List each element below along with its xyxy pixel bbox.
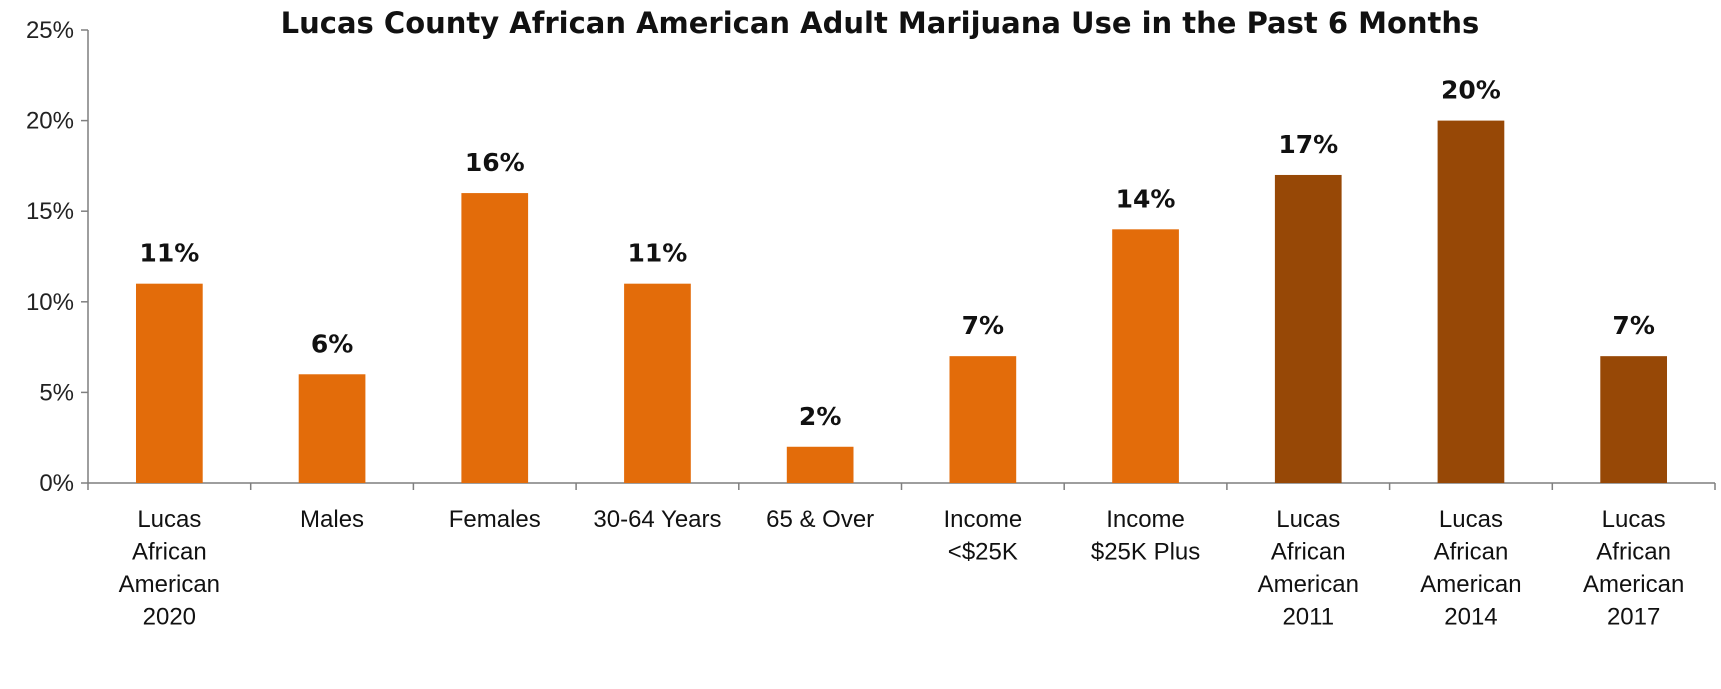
bar: [1600, 356, 1668, 483]
bars-group: [135, 120, 1668, 483]
x-tick-label: Females: [449, 506, 541, 533]
bar: [624, 283, 691, 483]
y-tick-label: 15%: [26, 198, 74, 225]
x-tick-label: Income <$25K: [943, 506, 1022, 566]
x-tick-label: Income $25K Plus: [1091, 506, 1200, 566]
data-label: 11%: [628, 239, 688, 268]
y-tick-label: 20%: [26, 108, 74, 135]
x-axis-ticks: [87, 483, 1716, 490]
x-tick-label: Lucas African American 2011: [1258, 506, 1359, 631]
data-label: 6%: [311, 329, 353, 358]
data-label: 2%: [799, 402, 841, 431]
data-label: 14%: [1116, 184, 1176, 213]
y-tick-label: 5%: [39, 379, 74, 406]
y-tick-label: 25%: [26, 17, 74, 44]
x-tick-label: 30-64 Years: [593, 506, 721, 533]
data-label: 7%: [1612, 311, 1654, 340]
bar: [1112, 229, 1179, 483]
data-label: 16%: [465, 148, 525, 177]
bar: [786, 446, 854, 483]
data-label: 17%: [1278, 130, 1338, 159]
data-label: 20%: [1441, 76, 1501, 105]
x-tick-label: Males: [300, 506, 364, 533]
bar: [135, 283, 203, 483]
y-axis-ticks: 0% 5% 10% 15% 20% 25%: [26, 17, 88, 497]
data-label: 7%: [962, 311, 1004, 340]
bar: [461, 193, 529, 483]
bar: [1274, 174, 1342, 483]
value-labels-group: 11% 6% 16% 11% 2% 7% 14% 17% 20% 7%: [139, 76, 1654, 431]
bar: [298, 374, 366, 483]
category-labels-group: Lucas African American 2020 Males Females 30-6…: [119, 506, 1685, 631]
chart-title: Lucas County African American Adult Mari…: [281, 6, 1480, 40]
x-tick-label: Lucas African American 2017: [1583, 506, 1684, 631]
data-label: 11%: [139, 239, 199, 268]
y-tick-label: 10%: [26, 289, 74, 316]
x-tick-label: Lucas African American 2020: [119, 506, 220, 631]
bar: [949, 356, 1017, 483]
bar: [1437, 120, 1505, 483]
x-tick-label: 65 & Over: [766, 506, 874, 533]
x-tick-label: Lucas African American 2014: [1420, 506, 1521, 631]
y-tick-label: 0%: [39, 470, 74, 497]
